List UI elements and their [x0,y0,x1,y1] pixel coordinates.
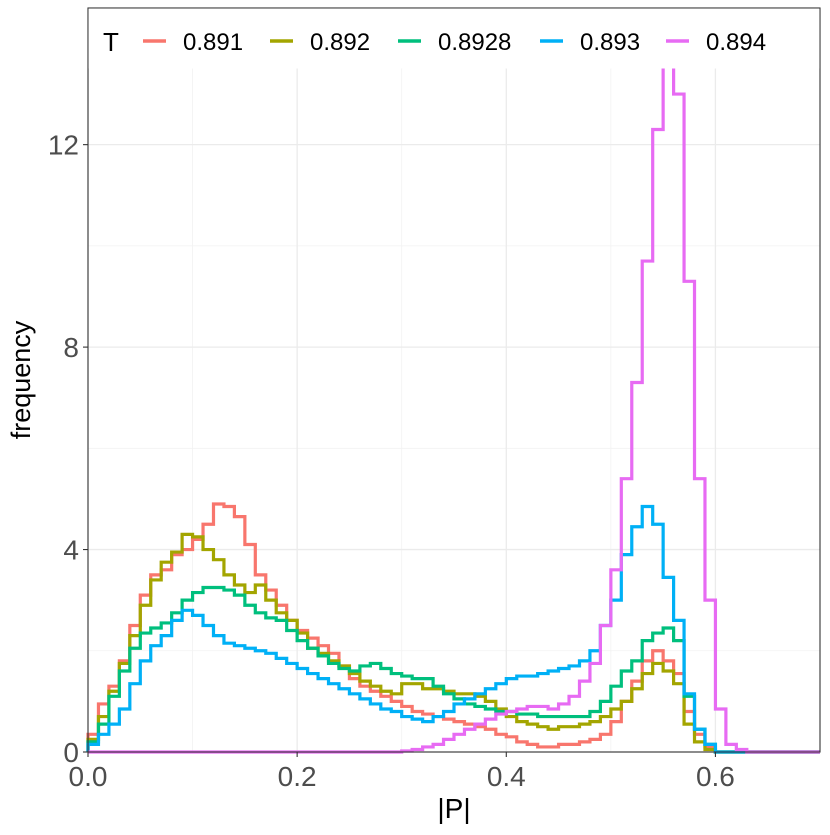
x-tick-label: 0.4 [487,761,526,792]
series-line-0-893 [86,504,820,754]
legend-title: T [103,27,119,57]
legend-label: 0.8928 [438,29,511,56]
legend-label: 0.892 [310,29,370,56]
legend-label: 0.891 [183,29,243,56]
plot-panel [88,8,820,752]
axes: frequency |P| 0.0 0.2 0.4 0.6 0 4 8 12 [6,130,735,824]
plot-border [87,7,821,753]
x-tick-label: 0.2 [278,761,317,792]
legend-label: 0.894 [706,29,766,56]
x-axis-label: |P| [437,793,470,824]
x-tick-label: 0.6 [696,761,735,792]
series-line-0-891 [86,502,820,754]
y-tick-label: 8 [63,332,79,363]
x-tick-label: 0.0 [69,761,108,792]
legend-label: 0.893 [580,29,640,56]
y-tick-label: 12 [48,130,79,161]
legend: T 0.891 0.892 0.8928 0.893 0.894 [88,8,820,69]
series-group [86,62,820,754]
y-axis-label: frequency [6,320,36,439]
legend-background [88,8,820,69]
y-tick-label: 0 [63,737,79,768]
series-line-0-8928 [86,585,820,754]
series-line-0-892 [86,532,820,754]
y-tick-label: 4 [63,535,79,566]
